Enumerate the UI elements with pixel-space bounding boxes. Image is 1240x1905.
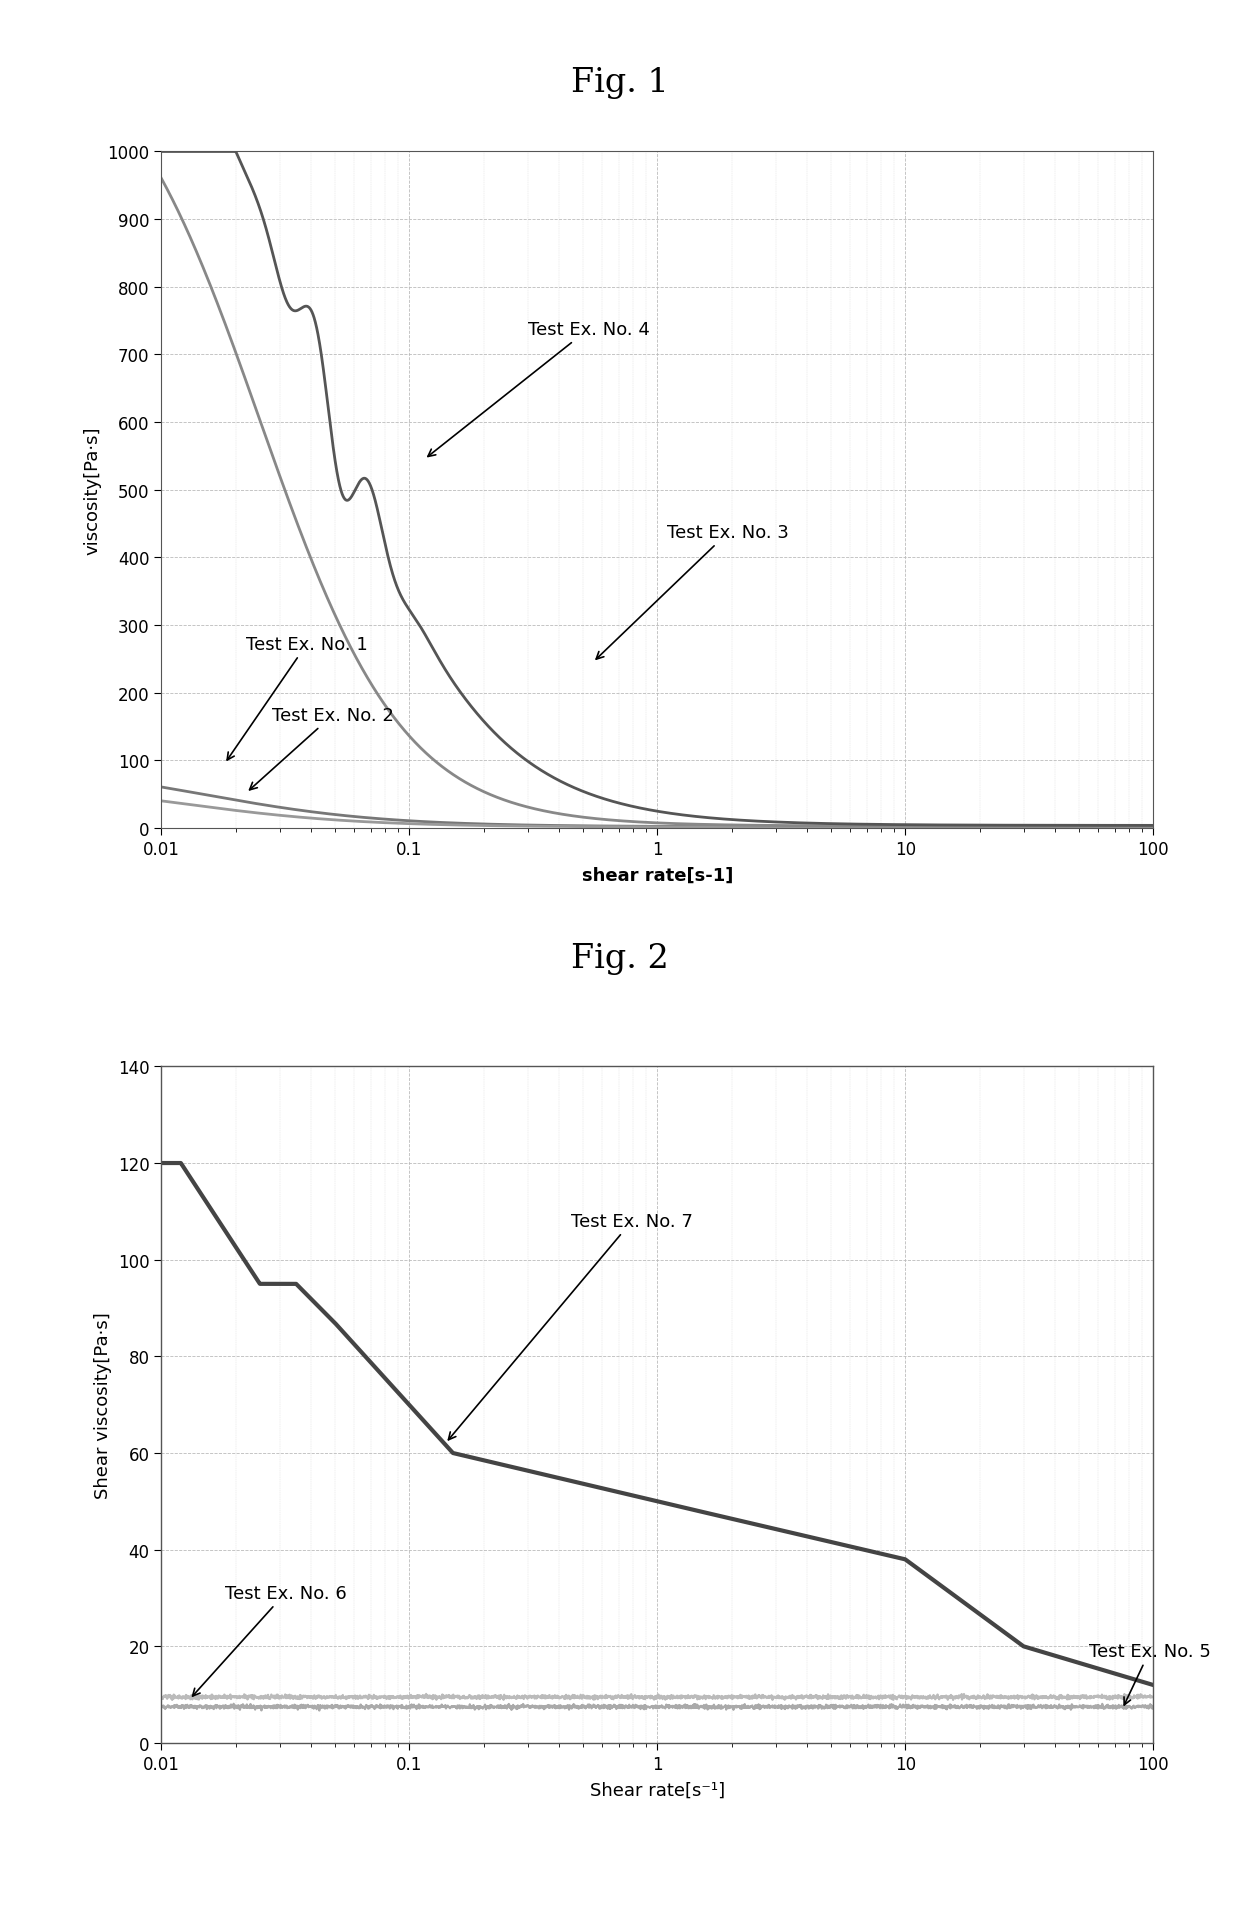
Text: Fig. 1: Fig. 1	[572, 67, 668, 99]
Text: Test Ex. No. 3: Test Ex. No. 3	[596, 524, 790, 659]
Y-axis label: viscosity[Pa·s]: viscosity[Pa·s]	[84, 427, 102, 554]
Text: Test Ex. No. 2: Test Ex. No. 2	[249, 707, 394, 791]
Text: Test Ex. No. 4: Test Ex. No. 4	[428, 322, 650, 457]
Text: Test Ex. No. 1: Test Ex. No. 1	[227, 636, 368, 760]
Y-axis label: Shear viscosity[Pa·s]: Shear viscosity[Pa·s]	[94, 1313, 112, 1497]
X-axis label: Shear rate[s⁻¹]: Shear rate[s⁻¹]	[590, 1781, 724, 1798]
Text: Test Ex. No. 5: Test Ex. No. 5	[1089, 1642, 1210, 1705]
Text: Test Ex. No. 7: Test Ex. No. 7	[449, 1212, 693, 1440]
X-axis label: shear rate[s-1]: shear rate[s-1]	[582, 867, 733, 884]
Text: Fig. 2: Fig. 2	[572, 943, 668, 975]
Text: Test Ex. No. 6: Test Ex. No. 6	[192, 1585, 346, 1695]
